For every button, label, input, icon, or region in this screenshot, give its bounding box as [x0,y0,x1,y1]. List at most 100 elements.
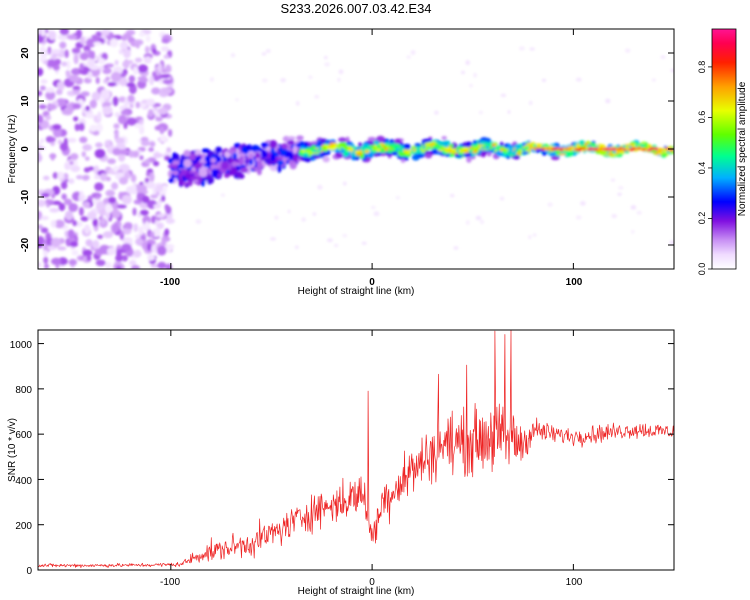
spectrogram-cell [118,191,124,201]
spectrogram-cell [38,104,47,110]
spectrogram-cell [102,101,112,107]
spectrogram-cell [123,222,133,230]
spectrogram-cell [157,63,163,73]
spectrogram-cell [256,160,263,169]
spectrogram-cell [155,184,164,192]
colorbar-ticks [708,66,712,270]
snr-series-line [38,330,674,569]
spectrogram-cell [373,152,379,157]
spectrogram-cell [39,85,46,91]
spectrogram-cell [312,212,317,216]
spectrogram-cell [74,123,80,132]
spectrogram-cell [610,178,616,182]
spectrogram-cell [70,68,82,76]
spectrogram-cell [83,167,91,173]
spectrogram-ytick-label: 0 [20,146,31,152]
spectrogram-cell [102,105,113,116]
spectrogram-cell [324,139,332,144]
spectrogram-cell [135,101,141,109]
spectrogram-cell [195,156,202,161]
spectrogram-cell [79,52,89,61]
spectrogram-cell [140,140,151,147]
spectrogram-cell [49,208,60,213]
spectrogram-cell [104,203,112,214]
spectrogram-cell [145,181,156,189]
spectrogram-cell [71,249,79,256]
spectrogram-cell [102,231,114,239]
spectrogram-cell [240,167,249,173]
spectrogram-cell [364,149,370,154]
spectrogram-cell [338,69,344,75]
spectrogram-cell [486,152,492,157]
spectrogram-panel: -100 0 100 20 10 0 -10 -20 Height of str… [7,28,675,297]
spectrogram-cell [134,234,141,239]
spectrogram-cell [38,90,43,97]
spectrogram-cell [321,147,326,151]
spectrogram-cell [157,245,167,256]
spectrogram-cell [69,241,78,248]
spectrogram-cell [92,130,100,136]
spectrogram-cell [144,177,150,184]
spectrogram-cell [38,67,44,77]
spectrogram-cell [149,172,155,183]
spectrogram-cell [155,116,163,122]
spectrogram-cell [40,227,49,234]
spectrogram-cell [261,78,268,83]
spectrogram-cell [630,205,637,210]
spectrogram-cell [232,152,238,160]
spectrogram-cell [231,161,238,167]
snr-ticks [38,330,674,571]
spectrogram-cell [71,47,81,54]
spectrogram-cell [183,158,192,168]
spectrogram-cell [69,74,80,83]
spectrogram-cell [61,109,73,116]
spectrogram-cell [112,96,119,107]
spectrogram-cell [183,149,191,157]
spectrogram-cell [46,59,57,68]
spectrogram-cell [134,57,143,63]
spectrogram-cell [45,87,55,93]
spectrogram-cell [64,49,69,59]
spectrogram-cell [507,144,512,150]
spectrogram-cell [317,184,323,190]
spectrogram-cell [161,87,173,94]
spectrogram-cell [138,31,146,38]
spectrogram-cell [245,145,252,151]
spectrogram-cell [416,153,425,159]
spectrogram-cell [68,203,79,212]
spectrogram-cell [149,231,155,239]
spectrogram-cell [338,137,347,143]
spectrogram-cell [79,36,87,45]
spectrogram-cell [130,174,137,183]
spectrogram-cell [197,176,203,183]
spectrogram-cell [293,154,299,163]
spectrogram-cell [483,141,489,146]
spectrogram-cell [145,35,151,42]
spectrogram-cell [220,193,225,197]
spectrogram-cell [139,102,147,109]
snr-ytick-label: 1000 [10,340,33,351]
spectrogram-cell [40,193,50,198]
spectrogram-cell [39,46,46,52]
spectrogram-ylabel: Frequency (Hz) [7,115,18,184]
spectrogram-cell [370,205,376,210]
spectrogram-cell [532,233,537,237]
spectrogram-cell [210,157,217,163]
spectrogram-cell [112,165,120,173]
spectrogram-cell [122,60,130,69]
spectrogram-cell [535,149,540,153]
spectrogram-cell [163,54,170,60]
spectrogram-cell [371,147,377,151]
spectrogram-cell [105,189,116,197]
spectrogram-cell [631,229,635,234]
spectrogram-cell [70,165,81,173]
spectrogram-cell [301,217,306,222]
spectrogram-cell [38,35,44,44]
spectrogram-cell [483,137,492,143]
spectrogram-cell [38,261,42,268]
spectrogram-cell [287,136,296,141]
spectrogram-cell [59,29,70,36]
spectrogram-cell [38,114,44,124]
spectrogram-cell [161,68,168,74]
spectrogram-cell [123,171,131,180]
